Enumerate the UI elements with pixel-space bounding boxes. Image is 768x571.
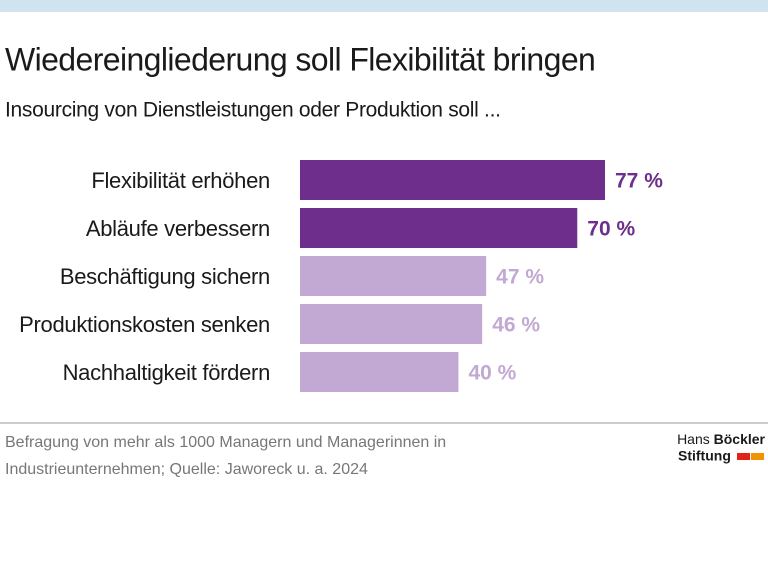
category-label: Produktionskosten senken: [19, 312, 270, 337]
source-line: Industrieunternehmen; Quelle: Jaworeck u…: [5, 461, 368, 478]
logo-text: Hans: [677, 431, 710, 447]
category-label: Beschäftigung sichern: [60, 264, 270, 289]
logo-line: Hans Böckler: [677, 431, 765, 447]
bar: [300, 160, 605, 200]
bar: [300, 352, 459, 392]
category-label: Abläufe verbessern: [86, 216, 270, 241]
category-label: Nachhaltigkeit fördern: [63, 360, 270, 385]
category-label: Flexibilität erhöhen: [91, 168, 270, 193]
bar: [300, 304, 483, 344]
logo-block: [737, 453, 750, 460]
logo-block: [751, 453, 764, 460]
chart-title: Wiedereingliederung soll Flexibilität br…: [5, 41, 595, 77]
value-label: 77 %: [615, 170, 663, 193]
top-band: [0, 0, 768, 12]
logo-text: Stiftung: [678, 448, 731, 464]
logo-text: Böckler: [714, 431, 766, 447]
value-label: 40 %: [468, 362, 516, 385]
value-label: 46 %: [492, 314, 540, 337]
source-line: Befragung von mehr als 1000 Managern und…: [5, 434, 446, 451]
bar: [300, 208, 578, 248]
value-label: 47 %: [496, 266, 544, 289]
chart-subtitle: Insourcing von Dienstleistungen oder Pro…: [5, 99, 501, 122]
bar: [300, 256, 487, 296]
value-label: 70 %: [587, 218, 635, 241]
